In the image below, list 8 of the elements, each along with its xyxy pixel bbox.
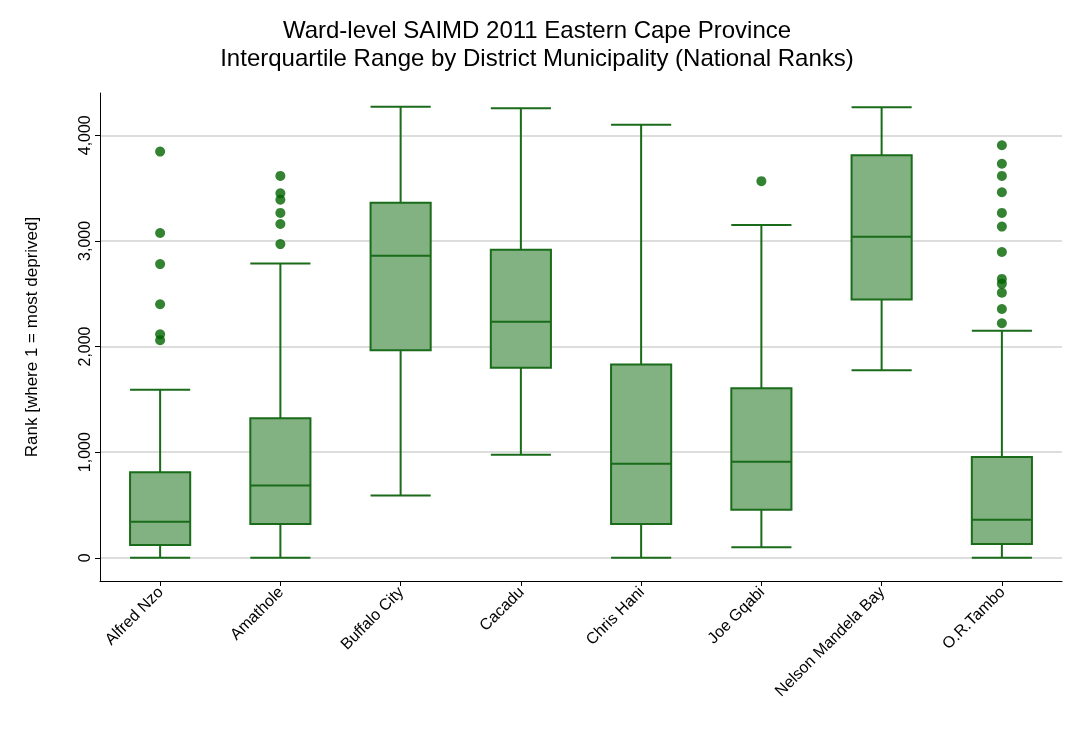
y-tick-label: 0 bbox=[75, 553, 93, 563]
y-tick-label: 1,000 bbox=[75, 432, 93, 473]
y-tick-label: 2,000 bbox=[75, 326, 93, 367]
y-tick-label: 3,000 bbox=[75, 220, 93, 261]
y-tick-label: 4,000 bbox=[75, 115, 93, 156]
chart-subtitle: Interquartile Range by District Municipality (National Ranks) bbox=[220, 43, 854, 71]
y-axis-title: Rank [where 1 = most deprived] bbox=[22, 216, 41, 458]
chart-title: Ward-level SAIMD 2011 Eastern Cape Province bbox=[282, 15, 792, 43]
